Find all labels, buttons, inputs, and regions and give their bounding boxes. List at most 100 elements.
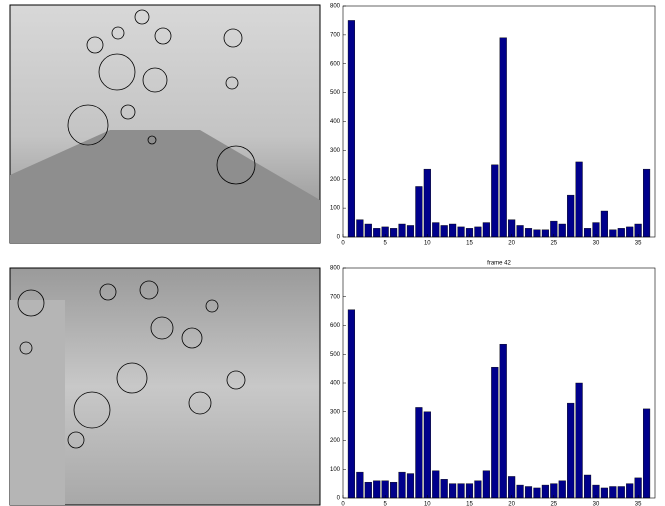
bar [423,168,431,238]
bar [533,229,541,238]
bar [567,194,575,238]
bar [406,225,415,238]
x-tick-label: 20 [508,241,515,247]
bar [600,487,608,499]
y-tick-label: 300 [330,148,341,154]
bar [524,486,533,499]
bar [567,402,575,499]
x-tick-label: 10 [424,241,431,247]
x-tick-label: 25 [550,502,557,506]
bar [575,382,583,499]
bar [415,186,423,238]
bar [356,471,364,499]
y-tick-label: 100 [330,206,341,212]
bar [491,164,499,238]
bar [449,223,457,238]
bar [432,470,440,499]
bar [482,470,490,499]
bar [642,408,651,499]
bar [398,471,406,499]
x-tick-label: 30 [593,502,600,506]
x-tick-label: 0 [341,241,345,247]
chart-title: frame 42 [487,261,511,267]
bar [541,229,549,238]
y-tick-label: 200 [330,177,341,183]
bar [356,219,364,238]
bar [440,479,448,499]
bar [533,487,541,499]
bar [600,210,608,238]
y-tick-label: 100 [330,467,341,473]
x-tick-label: 35 [635,502,642,506]
y-tick-label: 400 [330,119,341,125]
bar [516,225,524,238]
bar [390,481,398,499]
bar [482,222,490,238]
bar [626,226,634,238]
bar [516,484,524,499]
bar [558,480,566,499]
bar [364,223,372,238]
x-tick-label: 20 [508,502,515,506]
bar [390,228,398,238]
y-tick-label: 300 [330,409,341,415]
y-tick-label: 500 [330,352,341,358]
y-tick-label: 800 [330,4,341,10]
bar [642,168,651,238]
frame-image-bottom [9,267,321,506]
bar [373,228,381,238]
bar [583,228,592,238]
y-tick-label: 600 [330,323,341,329]
bar [617,486,625,499]
y-tick-label: 500 [330,90,341,96]
bar [524,228,533,238]
bar [373,480,381,499]
bar [415,407,423,499]
y-tick-label: 0 [337,235,341,241]
bar [423,411,431,499]
bar [499,37,507,238]
x-tick-label: 15 [466,241,473,247]
x-tick-label: 5 [383,241,387,247]
y-tick-label: 0 [337,496,341,502]
bar [474,480,482,499]
bar [634,477,642,499]
y-tick-label: 700 [330,294,341,300]
x-tick-label: 35 [635,241,642,247]
bar [449,483,457,499]
bar [347,309,356,499]
bar [474,226,482,238]
y-tick-label: 700 [330,32,341,38]
bar [609,229,617,238]
bar [406,473,415,499]
bar [609,486,617,499]
x-tick-label: 30 [593,241,600,247]
bar [347,20,356,238]
bar [491,366,499,499]
bar [432,222,440,238]
bar [364,481,372,499]
bar [440,225,448,238]
x-tick-label: 0 [341,502,345,506]
bar [558,223,566,238]
bar [499,343,507,499]
y-tick-label: 800 [330,266,341,272]
plot-frame [342,5,656,238]
bar [626,483,634,499]
y-tick-label: 200 [330,438,341,444]
bar [617,228,625,238]
x-tick-label: 10 [424,502,431,506]
frame-image-top [9,4,321,244]
bar [575,161,583,238]
x-tick-label: 15 [466,502,473,506]
x-tick-label: 5 [383,502,387,506]
bar [457,483,465,499]
bar [583,474,592,499]
y-tick-label: 600 [330,61,341,67]
plot-frame [342,267,656,499]
bar [541,484,549,499]
y-tick-label: 400 [330,381,341,387]
bar [457,226,465,238]
x-tick-label: 25 [550,241,557,247]
